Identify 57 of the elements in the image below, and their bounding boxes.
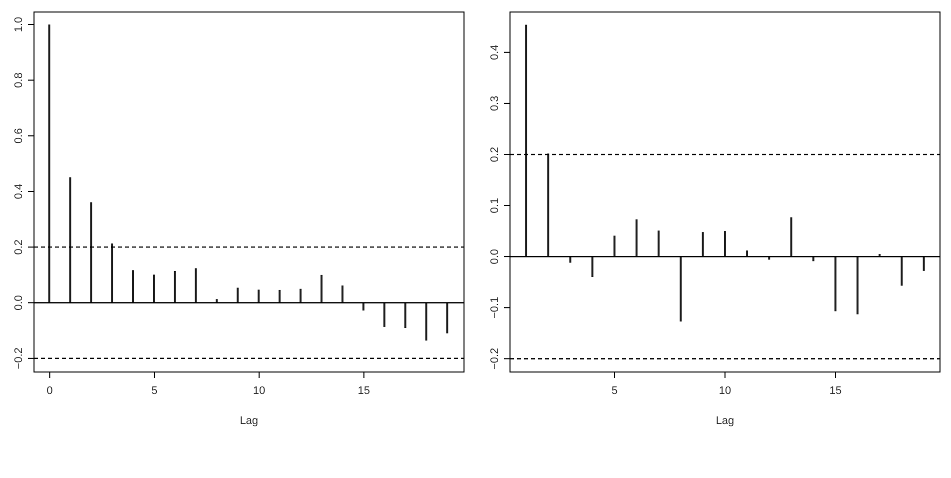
bar (48, 24, 50, 303)
y-tick-label: −0.2 (13, 348, 25, 370)
bar (900, 256, 903, 286)
x-tick-label: 5 (151, 384, 158, 397)
bar (300, 288, 302, 303)
bar (636, 219, 638, 257)
bar (404, 302, 406, 328)
y-tick-label: 1.0 (13, 16, 25, 32)
bar (258, 290, 260, 303)
x-tick-label: 10 (718, 384, 732, 397)
bar (746, 250, 748, 257)
bar (278, 290, 281, 303)
y-tick-label: −0.1 (489, 296, 501, 319)
bar (591, 256, 594, 278)
bar (174, 271, 176, 303)
x-tick-label: 10 (253, 384, 266, 397)
y-tick-label: 0.2 (489, 146, 501, 162)
y-tick-label: 0.0 (13, 295, 25, 310)
bar (320, 274, 323, 303)
y-tick-label: 0.4 (13, 184, 25, 200)
x-axis-title: Lag (240, 415, 258, 427)
bar (922, 256, 925, 271)
bar (425, 302, 428, 341)
bar (69, 177, 72, 303)
bar (236, 288, 239, 303)
x-tick-label: 0 (46, 384, 53, 397)
y-tick-label: 0.3 (489, 96, 501, 112)
bar (569, 256, 572, 263)
bar (790, 217, 792, 257)
bar (702, 232, 704, 257)
bar (152, 274, 155, 303)
bar (194, 268, 197, 303)
y-tick-label: 0.1 (489, 198, 501, 214)
x-tick-label: 15 (358, 384, 370, 397)
x-axis-title: Lag (716, 415, 734, 427)
bar (834, 256, 836, 312)
bar (383, 302, 386, 327)
bar (658, 230, 660, 257)
bar (547, 153, 550, 257)
bar (90, 202, 92, 303)
bar (680, 256, 682, 322)
y-tick-label: 0.2 (13, 239, 25, 255)
bar (525, 24, 528, 257)
y-tick-label: 0.8 (13, 72, 25, 88)
x-tick-label: 15 (829, 384, 842, 397)
y-tick-label: −0.2 (489, 348, 501, 370)
bar (341, 285, 344, 303)
bar (856, 256, 859, 314)
bar (613, 236, 616, 257)
bar (111, 243, 114, 303)
x-tick-label: 5 (611, 384, 618, 397)
y-tick-label: 0.6 (13, 128, 25, 144)
bar (724, 231, 726, 257)
bar (446, 302, 448, 334)
bar (132, 270, 134, 303)
y-tick-label: 0.4 (489, 44, 501, 60)
y-tick-label: 0.0 (489, 248, 501, 264)
